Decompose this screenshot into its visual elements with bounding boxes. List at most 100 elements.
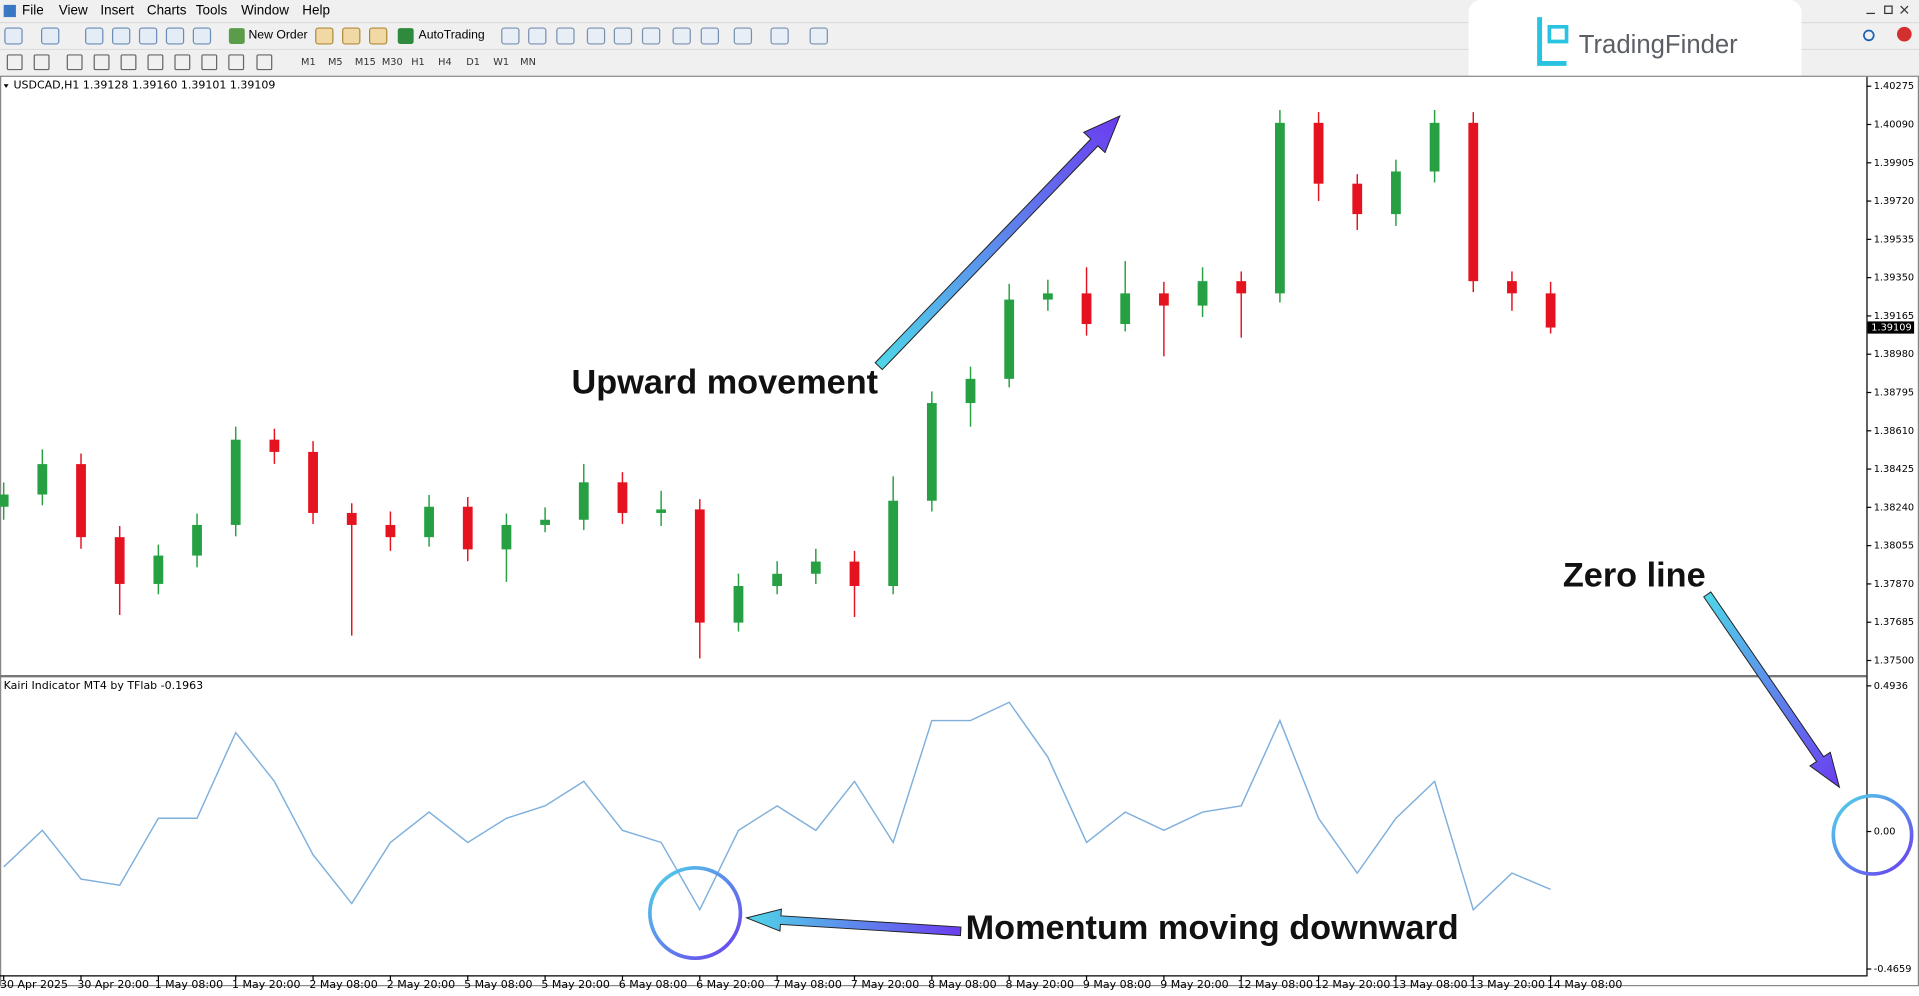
y-tick-label: 1.38795 [1874,388,1914,399]
toolbar-icon[interactable] [528,27,547,45]
toolbar-icon[interactable] [315,27,334,45]
candle-body [656,509,667,513]
candle-body [1313,122,1324,184]
autotrading-icon[interactable] [397,28,414,44]
toolbar-icon[interactable] [138,27,158,45]
toolbar-icon[interactable] [40,27,60,45]
toolbar-icon[interactable] [586,27,606,45]
x-tick-label: 1 May 08:00 [155,978,223,991]
toolbar-icon[interactable] [672,27,691,45]
toolbar-icon[interactable] [85,27,104,45]
tool-icon[interactable] [174,54,191,71]
y-tick-label: 1.39535 [1874,234,1914,245]
y-tick-label: 0.00 [1874,827,1896,838]
indicator-header: Kairi Indicator MT4 by TFlab -0.1963 [4,679,203,692]
tool-icon[interactable] [256,54,273,71]
candle-body [888,500,899,586]
toolbar-icon[interactable] [556,27,575,45]
highlight-circle [1831,793,1914,876]
toolbar-icon[interactable] [733,27,753,45]
menu-item[interactable]: Insert [100,3,134,18]
timeframe-button[interactable]: M5 [328,57,343,68]
menu-item[interactable]: Tools [196,3,228,18]
candle-body [114,537,125,584]
chart-menu-arrow[interactable] [3,84,9,88]
x-tick-label: 7 May 08:00 [773,978,841,991]
chart-frame [0,75,1919,987]
candle-body [849,561,860,586]
x-tick-label: 8 May 20:00 [1006,978,1074,991]
toolbar-icon[interactable] [770,27,789,45]
candle-body [965,378,976,404]
candle-body [694,509,705,623]
tool-icon[interactable] [6,54,23,71]
arrow [874,115,1121,371]
timeframe-button[interactable]: H4 [438,57,452,68]
candle-body [926,403,937,501]
menu-item[interactable]: File [22,3,44,18]
toolbar-icon[interactable] [809,27,828,45]
tool-icon[interactable] [228,54,245,71]
tool-icon[interactable] [33,54,50,71]
candle-body [0,494,9,507]
tool-icon[interactable] [147,54,164,71]
toolbar-button[interactable]: AutoTrading [419,28,485,42]
standard-toolbar: New Order AutoTrading [4,27,828,45]
tool-icon[interactable] [93,54,110,71]
menu-item[interactable]: View [59,3,88,18]
timeframe-button[interactable]: W1 [493,57,509,68]
candle-body [540,519,550,525]
highlight-circle [648,866,743,960]
x-tick-label: 13 May 20:00 [1470,978,1545,991]
timeframe-button[interactable]: M15 [355,57,376,68]
toolbar-icon[interactable] [111,27,131,45]
window-controls[interactable] [1863,5,1912,42]
timeframe-button[interactable]: M30 [382,57,403,68]
y-tick-label: 1.38240 [1874,502,1914,513]
toolbar-icon[interactable] [501,27,520,45]
tool-icon[interactable] [120,54,137,71]
candle-body [1429,122,1440,172]
x-tick-label: 9 May 08:00 [1083,978,1151,991]
candle-body [1197,281,1208,306]
candle-body [1507,281,1517,294]
candle-body [1120,293,1131,324]
candle-body [424,506,434,538]
toolbar-icon[interactable] [368,27,388,45]
candle-body [462,506,473,550]
timeframe-button[interactable]: MN [520,57,536,68]
x-tick-label: 14 May 08:00 [1547,978,1622,991]
candle-body [37,464,48,495]
timeframe-button[interactable]: M1 [301,57,316,68]
candle-body [1081,293,1092,324]
tools-toolbar: M1 M5 M15 M30 H1 H4 D1 W1 MN [6,54,536,71]
toolbar-icon[interactable] [641,27,661,45]
toolbar-icon[interactable] [700,27,720,45]
tool-icon[interactable] [66,54,83,71]
x-tick-label: 30 Apr 20:00 [77,978,149,991]
toolbar-icon[interactable] [4,27,23,45]
indicator-line [3,701,1551,912]
menu-item[interactable]: Window [241,3,289,18]
y-tick-label: -0.4659 [1874,964,1912,975]
current-price-box [1867,321,1915,334]
arrow [744,908,962,937]
toolbar-button[interactable]: New Order [248,28,307,42]
candle-body [810,561,821,574]
candle-body [385,524,396,538]
menu-item[interactable]: Charts [147,3,187,18]
chart-header: USDCAD,H1 1.39128 1.39160 1.39101 1.3910… [13,78,275,91]
toolbar-icon[interactable] [342,27,361,45]
candle-body [1391,171,1401,215]
toolbar-icon[interactable] [192,27,212,45]
toolbar-icon[interactable] [165,27,185,45]
timeframe-button[interactable]: H1 [411,57,425,68]
menu-item[interactable]: Help [302,3,330,18]
candle-body [1275,122,1285,294]
timeframe-button[interactable]: D1 [466,57,480,68]
tool-icon[interactable] [201,54,218,71]
candle-body [308,451,318,513]
new-order-icon[interactable] [228,28,245,44]
x-tick-label: 7 May 20:00 [851,978,919,991]
toolbar-icon[interactable] [613,27,633,45]
